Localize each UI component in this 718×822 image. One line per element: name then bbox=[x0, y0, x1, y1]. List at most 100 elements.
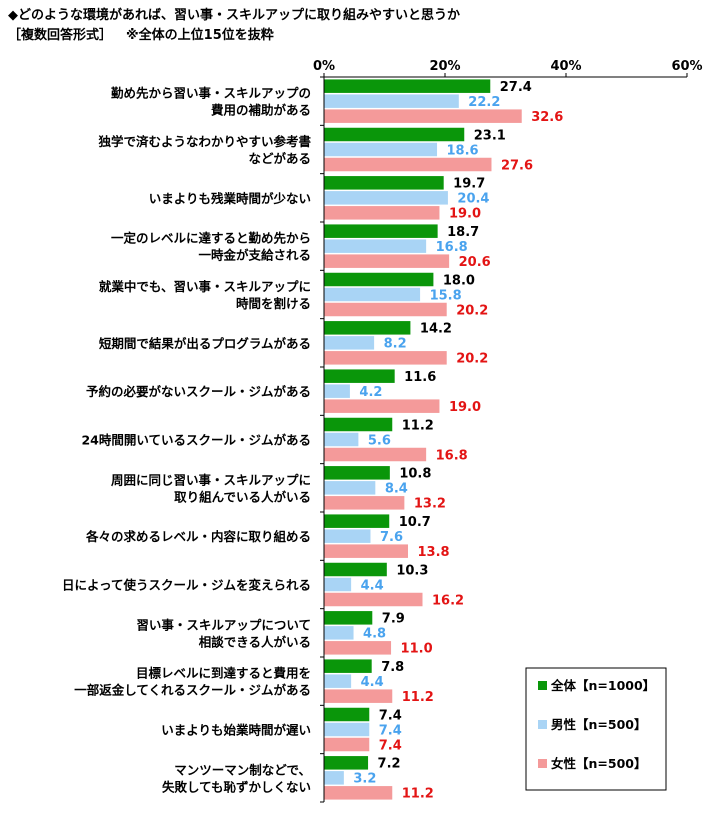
data-label: 4.4 bbox=[361, 675, 384, 690]
bar bbox=[324, 611, 373, 625]
bar bbox=[324, 447, 427, 462]
data-label: 7.9 bbox=[382, 612, 405, 627]
x-tick-label: 60% bbox=[671, 59, 702, 74]
x-tick-label: 0% bbox=[313, 59, 335, 74]
data-label: 13.2 bbox=[414, 497, 446, 512]
legend-label: 全体【n=1000】 bbox=[550, 678, 655, 693]
bar bbox=[324, 544, 408, 558]
category-label: 予約の必要がないスクール・ジムがある bbox=[86, 384, 311, 399]
data-label: 7.4 bbox=[379, 723, 402, 738]
data-label: 27.4 bbox=[500, 80, 532, 95]
bar bbox=[324, 786, 393, 800]
bar bbox=[324, 417, 393, 432]
data-label: 32.6 bbox=[531, 110, 563, 125]
legend-label: 男性【n=500】 bbox=[551, 717, 646, 732]
data-label: 7.2 bbox=[378, 757, 401, 772]
data-label: 4.8 bbox=[363, 627, 386, 642]
category-label: 就業中でも、習い事・スキルアップに bbox=[99, 279, 311, 294]
data-label: 18.7 bbox=[447, 225, 479, 240]
data-label: 16.2 bbox=[432, 593, 464, 608]
bar bbox=[324, 384, 350, 398]
bar bbox=[324, 641, 392, 655]
category-label: 目標レベルに到達すると費用を bbox=[136, 666, 311, 681]
data-label: 18.6 bbox=[447, 143, 479, 158]
data-label: 10.7 bbox=[399, 515, 431, 530]
data-label: 20.4 bbox=[457, 192, 489, 207]
data-label: 8.4 bbox=[385, 482, 408, 497]
category-label: 時間を割ける bbox=[236, 296, 311, 311]
bar bbox=[324, 157, 492, 172]
bar bbox=[324, 689, 393, 703]
bar bbox=[324, 514, 390, 528]
category-label: いまよりも残業時間が少ない bbox=[149, 191, 311, 206]
category-label: 独学で済むようなわかりやすい参考書 bbox=[97, 134, 311, 149]
bar bbox=[324, 707, 370, 722]
category-label: 一部返金してくれるスクール・ジムがある bbox=[74, 683, 311, 698]
data-label: 8.2 bbox=[384, 337, 407, 352]
bar bbox=[324, 272, 434, 287]
x-tick-label: 40% bbox=[550, 59, 581, 74]
category-label: などがある bbox=[248, 151, 311, 166]
bar bbox=[324, 127, 465, 142]
data-label: 11.2 bbox=[402, 690, 434, 705]
answer-format: ［複数回答形式］ bbox=[8, 28, 113, 43]
bar bbox=[324, 94, 459, 108]
bar bbox=[324, 626, 354, 640]
data-label: 11.2 bbox=[402, 787, 434, 802]
bar bbox=[324, 562, 387, 577]
data-label: 23.1 bbox=[474, 128, 506, 143]
legend-swatch bbox=[538, 759, 547, 768]
data-label: 3.2 bbox=[353, 772, 376, 787]
category-label: 一定のレベルに達すると勤め先から bbox=[111, 231, 311, 246]
data-label: 4.4 bbox=[361, 578, 384, 593]
legend-swatch bbox=[538, 720, 547, 729]
category-label: 日によって使うスクール・ジムを変えられる bbox=[62, 578, 311, 593]
bar bbox=[324, 659, 372, 673]
bar bbox=[324, 722, 370, 737]
bar bbox=[324, 142, 438, 157]
data-label: 10.3 bbox=[396, 563, 428, 578]
bar bbox=[324, 481, 376, 495]
data-label: 7.4 bbox=[379, 708, 402, 723]
bar bbox=[324, 321, 411, 335]
data-label: 13.8 bbox=[417, 545, 449, 560]
bar bbox=[324, 529, 371, 543]
legend-swatch bbox=[538, 681, 547, 690]
category-label: 習い事・スキルアップについて bbox=[136, 617, 311, 632]
data-label: 20.6 bbox=[459, 255, 491, 270]
bar bbox=[324, 336, 375, 350]
legend-box bbox=[525, 667, 667, 791]
data-label: 15.8 bbox=[430, 288, 462, 303]
bar bbox=[324, 176, 444, 190]
bar bbox=[324, 206, 440, 220]
data-label: 11.0 bbox=[401, 642, 433, 657]
data-label: 22.2 bbox=[468, 95, 500, 110]
data-label: 19.0 bbox=[449, 400, 481, 415]
category-label: マンツーマン制などで、 bbox=[174, 762, 311, 777]
category-label: 相談できる人がいる bbox=[199, 634, 311, 649]
legend-label: 女性【n=500】 bbox=[551, 756, 646, 771]
category-label: 失敗しても恥ずかしくない bbox=[162, 779, 311, 794]
data-label: 19.0 bbox=[449, 207, 481, 222]
category-label: 周囲に同じ習い事・スキルアップに bbox=[111, 472, 311, 487]
data-label: 19.7 bbox=[453, 177, 485, 192]
bar bbox=[324, 737, 370, 752]
bar bbox=[324, 674, 352, 688]
chart-subtitle: ［複数回答形式］ ※全体の上位15位を抜粋 bbox=[8, 24, 274, 43]
data-label: 7.8 bbox=[381, 660, 404, 675]
category-label: 勤め先から習い事・スキルアップの bbox=[111, 86, 311, 101]
category-label: 各々の求めるレベル・内容に取り組める bbox=[85, 529, 311, 544]
data-label: 11.6 bbox=[404, 370, 436, 385]
data-label: 11.2 bbox=[402, 418, 434, 433]
bar bbox=[324, 466, 390, 480]
category-label: 一時金が支給される bbox=[198, 248, 311, 263]
data-label: 27.6 bbox=[501, 158, 533, 173]
bar bbox=[324, 399, 440, 413]
bar bbox=[324, 592, 423, 607]
bar bbox=[324, 224, 438, 238]
data-label: 20.2 bbox=[456, 303, 488, 318]
bar bbox=[324, 287, 421, 302]
data-label: 7.6 bbox=[380, 530, 403, 545]
bar bbox=[324, 496, 405, 510]
